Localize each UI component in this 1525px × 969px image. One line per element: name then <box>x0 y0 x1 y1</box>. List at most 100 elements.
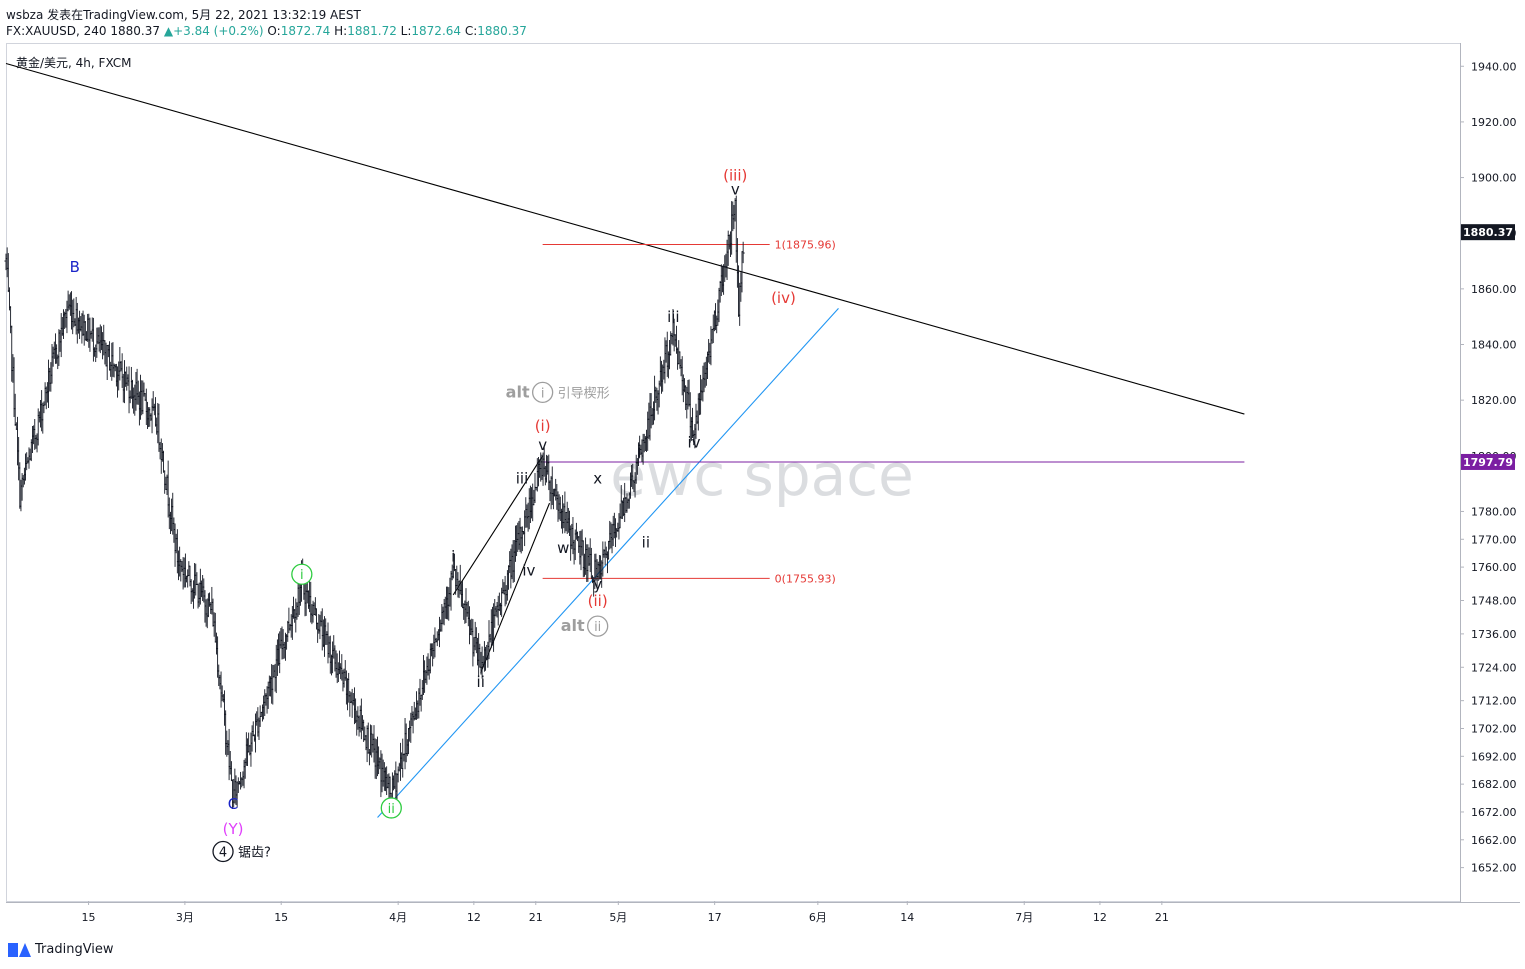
price-tag-label: 1797.79 <box>1463 456 1513 469</box>
level-label-fib-0: 0(1755.93) <box>775 572 836 585</box>
annotation-alt-label[interactable]: alt <box>561 616 585 635</box>
annotation-circle <box>531 381 554 404</box>
open-label: O: <box>267 24 281 38</box>
low-label: L: <box>400 24 412 38</box>
y-tick-label: 1780.00 <box>1471 505 1517 518</box>
x-tick-label: 14 <box>900 911 914 924</box>
x-tick-label: 7月 <box>1015 911 1033 924</box>
x-tick-label: 5月 <box>609 911 627 924</box>
wave-label[interactable]: i <box>637 442 641 460</box>
annotation-suffix: 锯齿? <box>238 845 271 860</box>
high-label: H: <box>334 24 348 38</box>
symbol-label: FX:XAUUSD, 240 <box>6 24 107 38</box>
wave-label[interactable]: C <box>228 795 238 813</box>
close-value: 1880.37 <box>477 24 527 38</box>
drawings-layer: 1(1875.96) 0(1755.93) <box>5 62 1245 818</box>
axis-layer: 1940.001920.001900.001880.001860.001840.… <box>82 60 1517 924</box>
x-tick-label: 21 <box>529 911 543 924</box>
watermark: ewc space <box>610 441 914 509</box>
y-tick-label: 1652.00 <box>1471 862 1517 875</box>
y-tick-label: 1760.00 <box>1471 561 1517 574</box>
y-tick-label: 1724.00 <box>1471 661 1517 674</box>
x-tick-label: 12 <box>1093 911 1107 924</box>
x-tick-label: 4月 <box>389 911 407 924</box>
wave-label[interactable]: (ii) <box>588 592 608 610</box>
y-tick-label: 1662.00 <box>1471 834 1517 847</box>
y-tick-label: 1748.00 <box>1471 594 1517 607</box>
x-tick-label: 15 <box>274 911 288 924</box>
candle <box>741 241 745 264</box>
x-tick-label: 15 <box>82 911 96 924</box>
tradingview-logo-icon <box>8 942 31 957</box>
y-tick-label: 1682.00 <box>1471 778 1517 791</box>
y-tick-label: 1736.00 <box>1471 628 1517 641</box>
y-tick-label: 1770.00 <box>1471 533 1517 546</box>
wave-label[interactable]: w <box>557 539 569 557</box>
wave-label[interactable]: (iv) <box>771 289 796 307</box>
wave-labels-layer: BC(Y)iiiiiiiiiivv(i)wxy(ii)iiiiiiivv(iii… <box>70 166 796 863</box>
wave-label[interactable]: iv <box>522 561 535 579</box>
wave-label[interactable]: iii <box>667 308 680 326</box>
y-tick-label: 1940.00 <box>1471 60 1517 73</box>
x-tick-label: 12 <box>467 911 481 924</box>
legend-label: 黄金/美元, 4h, FXCM <box>16 55 132 70</box>
wave-label[interactable]: (i) <box>535 417 551 435</box>
wave-circle <box>291 563 313 585</box>
high-value: 1881.72 <box>347 24 397 38</box>
wave-label[interactable]: i <box>451 548 455 566</box>
y-tick-label: 1920.00 <box>1471 116 1517 129</box>
wave-label[interactable]: v <box>731 180 740 198</box>
candles-layer <box>4 195 745 816</box>
annotation-alt-label[interactable]: alt <box>506 382 530 401</box>
y-tick-label: 1860.00 <box>1471 283 1517 296</box>
wave-label[interactable]: ii <box>642 534 650 552</box>
annotation-circled-text: i <box>541 386 545 401</box>
y-tick-label: 1820.00 <box>1471 394 1517 407</box>
annotation-circle <box>587 615 609 637</box>
wave-label[interactable]: iii <box>516 470 529 488</box>
wave-label[interactable]: i <box>300 568 304 583</box>
header-title: wsbza 发表在TradingView.com, 5月 22, 2021 13… <box>6 8 361 22</box>
price-tag-box <box>1461 224 1515 241</box>
x-tick-label: 21 <box>1155 911 1169 924</box>
wave-circle <box>380 797 402 819</box>
y-tick-label: 1712.00 <box>1471 695 1517 708</box>
wave-label[interactable]: v <box>538 436 547 454</box>
annotation-circled-text: 4 <box>219 845 227 860</box>
annotation-suffix: 引导楔形 <box>558 386 610 401</box>
footer-brand-label: TradingView <box>35 942 114 957</box>
close-label: C: <box>464 24 478 38</box>
annotation-circle <box>212 840 234 863</box>
level-label-fib-1: 1(1875.96) <box>775 238 836 251</box>
trendline-support-channel[interactable] <box>377 307 839 818</box>
wave-label[interactable]: y <box>593 575 602 593</box>
price-tags-layer: 1880.37 1797.79 <box>1461 224 1515 470</box>
footer-brand[interactable]: TradingView <box>8 942 114 957</box>
trendline-diagonal-upper[interactable] <box>452 455 544 596</box>
x-tick-label: 3月 <box>176 911 194 924</box>
wave-label[interactable]: (Y) <box>223 820 244 838</box>
last-price: 1880.37 <box>110 24 161 38</box>
x-tick-label: 6月 <box>809 911 827 924</box>
price-change: +3.84 (+0.2%) <box>173 24 264 38</box>
y-tick-label: 1692.00 <box>1471 750 1517 763</box>
wave-label[interactable]: iv <box>687 433 700 451</box>
open-value: 1872.74 <box>280 24 331 38</box>
y-tick-label: 1840.00 <box>1471 339 1517 352</box>
annotation-circled-text: ii <box>594 620 601 635</box>
y-tick-label: 1672.00 <box>1471 806 1517 819</box>
wave-label[interactable]: x <box>593 470 602 488</box>
candle <box>127 366 131 414</box>
y-tick-label: 1900.00 <box>1471 172 1517 185</box>
wave-label[interactable]: B <box>70 258 80 276</box>
header-ohlc: FX:XAUUSD, 240 1880.37 ▲+3.84 (+0.2%) O:… <box>6 24 527 38</box>
price-tag-label: 1880.37 <box>1463 226 1513 239</box>
low-value: 1872.64 <box>411 24 462 38</box>
wave-label[interactable]: ii <box>388 802 395 817</box>
wave-label[interactable]: (iii) <box>723 166 747 184</box>
y-tick-label: 1702.00 <box>1471 722 1517 735</box>
wave-label[interactable]: ii <box>477 673 485 691</box>
trendline-resistance[interactable] <box>5 62 1245 415</box>
up-arrow-icon: ▲ <box>163 24 174 38</box>
